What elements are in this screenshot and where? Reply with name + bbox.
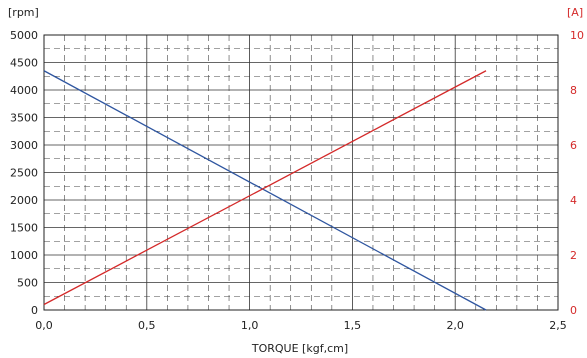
x-tick-label: 2,5 bbox=[549, 319, 567, 332]
left-tick-label: 4000 bbox=[10, 84, 38, 97]
right-tick-label: 4 bbox=[570, 194, 577, 207]
left-tick-label: 0 bbox=[31, 304, 38, 317]
left-tick-label: 3500 bbox=[10, 112, 38, 125]
axes bbox=[43, 34, 559, 311]
left-tick-label: 5000 bbox=[10, 29, 38, 42]
x-tick-label: 2,0 bbox=[446, 319, 464, 332]
x-axis-label: TORQUE [kgf,cm] bbox=[251, 342, 348, 355]
left-axis-unit: [rpm] bbox=[8, 6, 39, 19]
left-tick-label: 3000 bbox=[10, 139, 38, 152]
right-tick-label: 10 bbox=[570, 29, 584, 42]
left-tick-label: 4500 bbox=[10, 57, 38, 70]
x-tick-label: 1,5 bbox=[344, 319, 362, 332]
grid bbox=[44, 35, 558, 310]
tick-labels: 0 500 1000 1500 2000 2500 3000 3500 4000 4500 5000… bbox=[10, 29, 584, 332]
speed-line bbox=[43, 70, 487, 311]
current-line bbox=[43, 70, 487, 306]
left-tick-label: 2000 bbox=[10, 194, 38, 207]
right-tick-label: 0 bbox=[570, 304, 577, 317]
right-tick-label: 2 bbox=[570, 249, 577, 262]
x-tick-label: 1,0 bbox=[241, 319, 259, 332]
x-tick-label: 0,5 bbox=[138, 319, 156, 332]
left-tick-label: 1000 bbox=[10, 249, 38, 262]
left-tick-label: 2500 bbox=[10, 167, 38, 180]
left-tick-label: 1500 bbox=[10, 222, 38, 235]
plot-frame bbox=[43, 34, 559, 311]
left-tick-label: 500 bbox=[17, 277, 38, 290]
x-tick-label: 0,0 bbox=[35, 319, 53, 332]
series-lines bbox=[43, 70, 487, 311]
right-tick-label: 8 bbox=[570, 84, 577, 97]
right-axis-unit: [A] bbox=[567, 6, 583, 19]
right-tick-label: 6 bbox=[570, 139, 577, 152]
